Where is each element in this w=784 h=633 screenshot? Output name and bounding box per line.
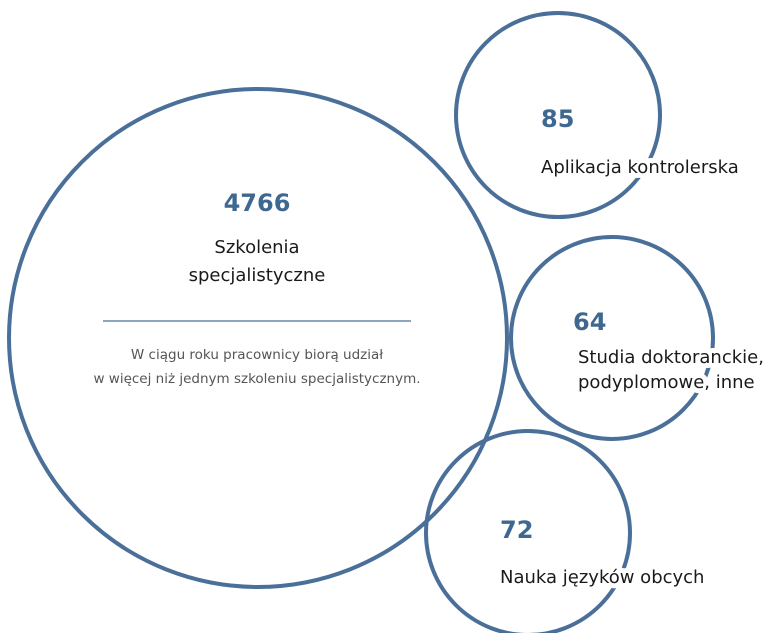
main-label: Szkolenia [214,237,299,258]
main-circle [7,87,509,589]
item-label: podyplomowe, inne [578,372,755,393]
item-value: 64 [573,308,606,336]
item-value: 72 [500,516,533,544]
item-label: Aplikacja kontrolerska [541,157,739,178]
item-label: Studia doktoranckie, [578,347,764,368]
item-circle [454,11,662,219]
main-note: W ciągu roku pracownicy biorą udział [131,347,383,363]
item-circle [424,429,632,633]
item-circle [509,235,715,441]
item-value: 85 [541,105,574,133]
main-note: w więcej niż jednym szkoleniu specjalist… [93,371,420,387]
item-label: Nauka języków obcych [500,567,704,588]
main-label: specjalistyczne [189,265,326,286]
main-value: 4766 [224,189,291,217]
